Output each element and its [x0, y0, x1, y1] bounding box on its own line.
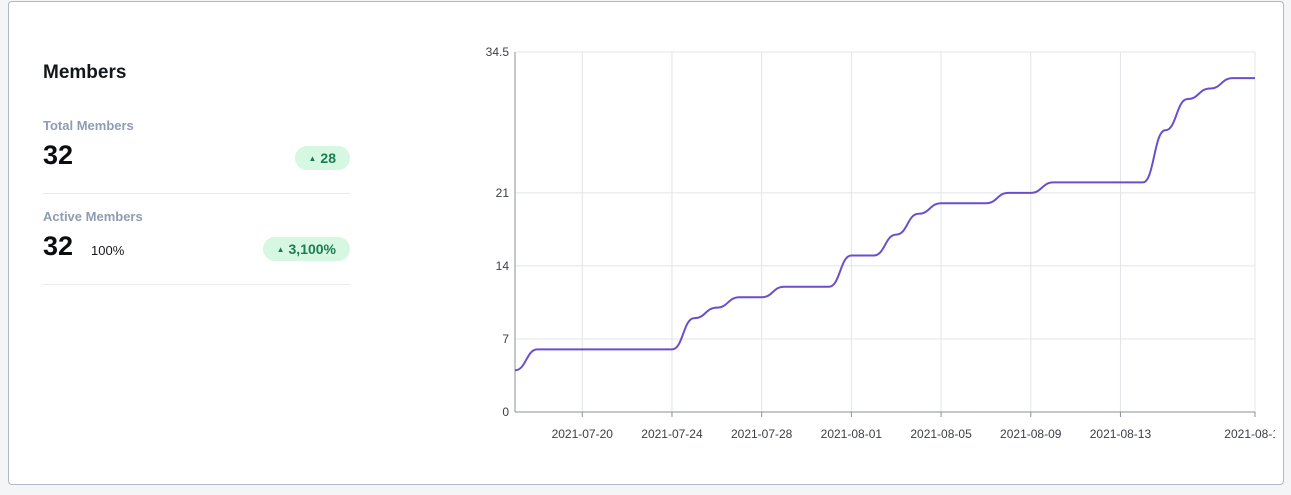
x-tick-label: 2021-07-20 — [552, 427, 614, 441]
y-tick-label: 34.5 — [486, 45, 510, 59]
total-members-change: 28 — [320, 150, 336, 166]
x-tick-label: 2021-08-13 — [1090, 427, 1152, 441]
x-tick-label: 2021-07-28 — [731, 427, 793, 441]
x-tick-label: 2021-07-24 — [641, 427, 703, 441]
active-members-metric: Active Members 32 100% ▲ 3,100% — [43, 193, 350, 285]
active-members-value: 32 — [43, 231, 74, 261]
members-line-chart: 0 7 14 21 34.5 2021-07-20 2021-07-24 2021-07-28… — [486, 45, 1275, 441]
y-tick-label: 7 — [502, 332, 509, 346]
y-tick-label: 21 — [496, 186, 510, 200]
x-tick-label: 2021-08-09 — [1000, 427, 1062, 441]
total-members-metric: Total Members 32 ▲ 28 — [43, 102, 350, 194]
active-members-percent: 100% — [91, 243, 125, 258]
active-members-label: Active Members — [43, 209, 143, 224]
y-tick-label: 14 — [496, 259, 510, 273]
active-members-change: 3,100% — [288, 241, 336, 257]
total-members-label: Total Members — [43, 118, 134, 133]
active-members-change-badge: ▲ 3,100% — [262, 237, 350, 261]
x-tick-label: 2021-08-05 — [910, 427, 972, 441]
total-members-value: 32 — [43, 140, 74, 170]
x-tick-label: 2021-08-19 — [1224, 427, 1275, 441]
y-tick-label: 0 — [502, 405, 509, 419]
card-title: Members — [43, 62, 127, 83]
series-line — [514, 77, 1255, 372]
arrow-up-icon: ▲ — [276, 244, 285, 254]
members-card: Members Total Members 32 ▲ 28 Active Mem… — [8, 1, 1284, 485]
arrow-up-icon: ▲ — [308, 153, 317, 163]
total-members-change-badge: ▲ 28 — [294, 146, 350, 170]
x-tick-label: 2021-08-01 — [821, 427, 883, 441]
